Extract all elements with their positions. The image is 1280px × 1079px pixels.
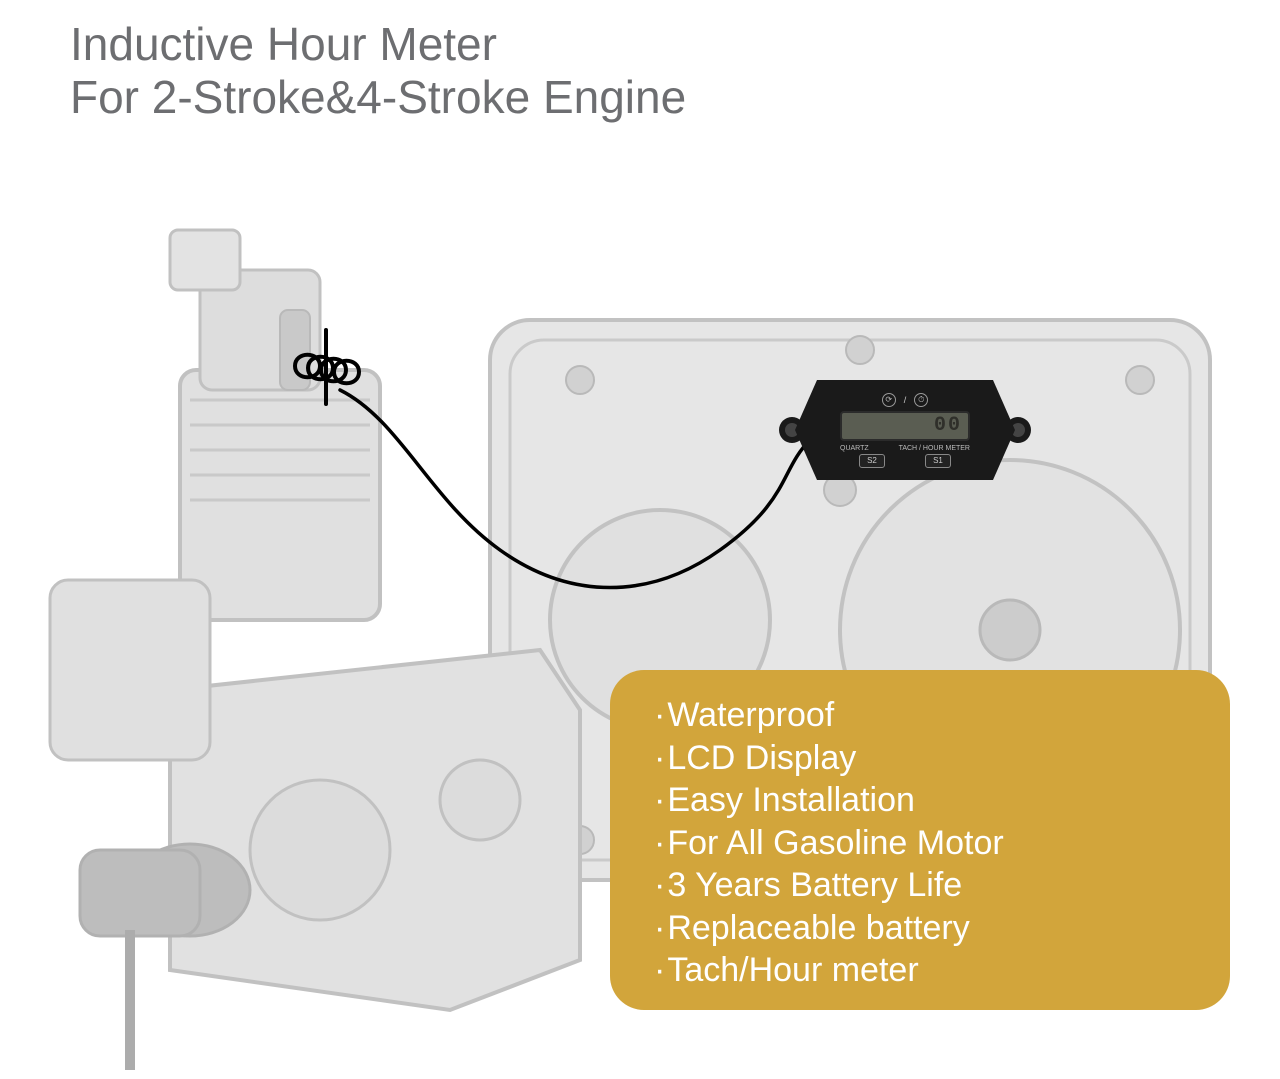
tach-icon: ⟳ (882, 393, 896, 407)
lcd-reading: 00 (934, 414, 962, 437)
feature-item: Easy Installation (654, 779, 1200, 822)
meter-icon-row: ⟳ / ⏱ (882, 393, 929, 407)
button-s1[interactable]: S1 (925, 454, 951, 468)
meter-body: ⟳ / ⏱ 00 QUARTZ TACH / HOUR METER S2 S1 (795, 380, 1015, 480)
product-title: Inductive Hour Meter For 2-Stroke&4-Stro… (70, 18, 686, 124)
meter-label-row: QUARTZ TACH / HOUR METER (840, 445, 970, 452)
meter-lcd: 00 (840, 411, 970, 441)
feature-item: Replaceable battery (654, 907, 1200, 950)
meter-button-row: S2 S1 (859, 454, 951, 468)
icon-divider: / (904, 395, 907, 405)
feature-item: Waterproof (654, 694, 1200, 737)
feature-callout: Waterproof LCD Display Easy Installation… (610, 670, 1230, 1010)
feature-list: Waterproof LCD Display Easy Installation… (654, 694, 1200, 992)
button-s2[interactable]: S2 (859, 454, 885, 468)
hour-meter-device: ⟳ / ⏱ 00 QUARTZ TACH / HOUR METER S2 S1 (795, 380, 1015, 480)
inductive-coil (290, 346, 370, 406)
title-line1: Inductive Hour Meter (70, 18, 686, 71)
feature-item: LCD Display (654, 737, 1200, 780)
label-quartz: QUARTZ (840, 445, 869, 452)
hour-icon: ⏱ (914, 393, 928, 407)
feature-item: 3 Years Battery Life (654, 864, 1200, 907)
feature-item: Tach/Hour meter (654, 949, 1200, 992)
label-tach-hour: TACH / HOUR METER (899, 445, 970, 452)
feature-item: For All Gasoline Motor (654, 822, 1200, 865)
title-line2: For 2-Stroke&4-Stroke Engine (70, 71, 686, 124)
